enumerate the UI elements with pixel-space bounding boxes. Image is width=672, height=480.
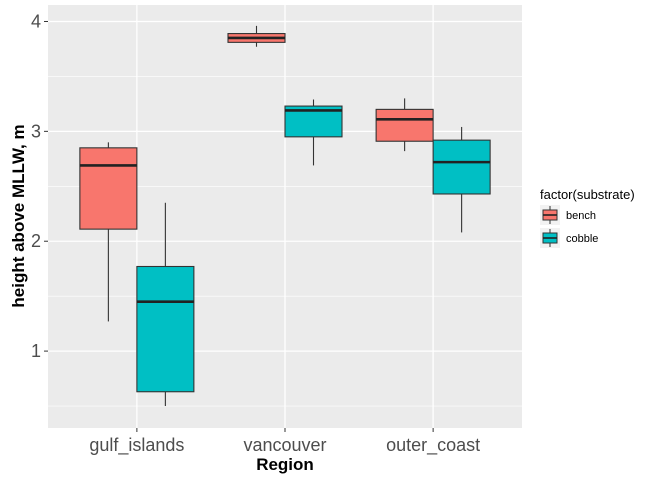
x-tick-label: outer_coast [386, 435, 480, 456]
y-tick-label: 1 [31, 341, 41, 361]
box-bench-outer_coast [375, 98, 434, 152]
y-axis: 1 2 3 4 [31, 11, 48, 361]
x-axis-title: Region [256, 455, 314, 474]
box-cobble-vancouver [284, 99, 343, 166]
legend: factor(substrate) bench cobble [540, 187, 635, 248]
box-cobble-gulf_islands [136, 202, 195, 407]
y-tick-label: 2 [31, 231, 41, 251]
y-tick-label: 4 [31, 11, 41, 31]
legend-item-bench: bench [540, 205, 596, 225]
y-tick-label: 3 [31, 121, 41, 141]
box-bench-gulf_islands [79, 142, 138, 322]
legend-item-cobble: cobble [540, 228, 598, 248]
x-tick-label: vancouver [243, 435, 326, 455]
legend-title: factor(substrate) [540, 187, 635, 202]
box-bench-vancouver [227, 25, 286, 47]
x-tick-label: gulf_islands [89, 435, 184, 456]
legend-label: cobble [566, 233, 598, 245]
box-body [79, 147, 138, 230]
x-axis: gulf_islands vancouver outer_coast [89, 428, 480, 456]
box-body [432, 139, 491, 195]
box-body [375, 108, 434, 142]
box-cobble-outer_coast [432, 126, 491, 233]
legend-label: bench [566, 210, 596, 222]
y-axis-title: height above MLLW, m [9, 124, 28, 307]
box-body [136, 265, 195, 393]
boxes-layer [79, 25, 491, 407]
